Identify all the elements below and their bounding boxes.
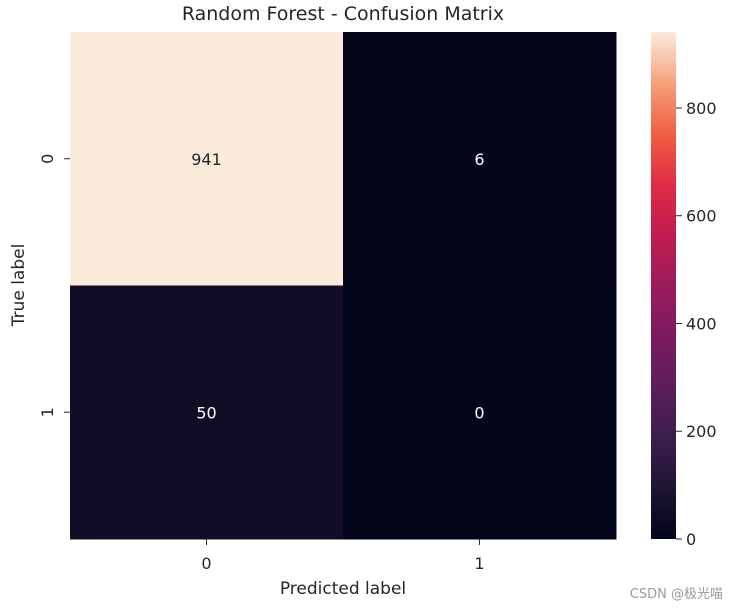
colorbar <box>651 32 676 539</box>
y-axis-label: True label <box>9 244 29 328</box>
heatmap-cell <box>343 285 617 540</box>
heatmap-cell-labels: 941 6 50 0 <box>191 150 484 423</box>
heatmap-cell-label: 50 <box>196 403 216 422</box>
colorbar-tick-label: 0 <box>686 530 696 549</box>
y-tick-label: 0 <box>38 154 57 164</box>
chart-title: Random Forest - Confusion Matrix <box>182 3 504 25</box>
heatmap-cell <box>70 285 344 540</box>
heatmap-cell-label: 941 <box>191 150 222 169</box>
colorbar-ticks: 0 200 400 600 800 <box>676 99 717 549</box>
x-axis-label: Predicted label <box>280 579 406 599</box>
heatmap-cell-label: 0 <box>474 403 484 422</box>
x-tick-label: 0 <box>201 554 211 573</box>
heatmap-cell-label: 6 <box>474 150 484 169</box>
colorbar-tick-label: 400 <box>686 314 717 333</box>
colorbar-tick-label: 200 <box>686 422 717 441</box>
colorbar-tick-label: 800 <box>686 99 717 118</box>
heatmap-cell <box>343 32 617 286</box>
y-tick-label: 1 <box>38 407 57 417</box>
watermark-text: CSDN @极光喵 <box>629 587 723 602</box>
colorbar-tick-label: 600 <box>686 207 717 226</box>
y-axis-ticks: 01 <box>38 154 70 417</box>
heatmap-cells <box>70 32 617 540</box>
heatmap-cell <box>70 32 344 286</box>
x-tick-label: 1 <box>474 554 484 573</box>
